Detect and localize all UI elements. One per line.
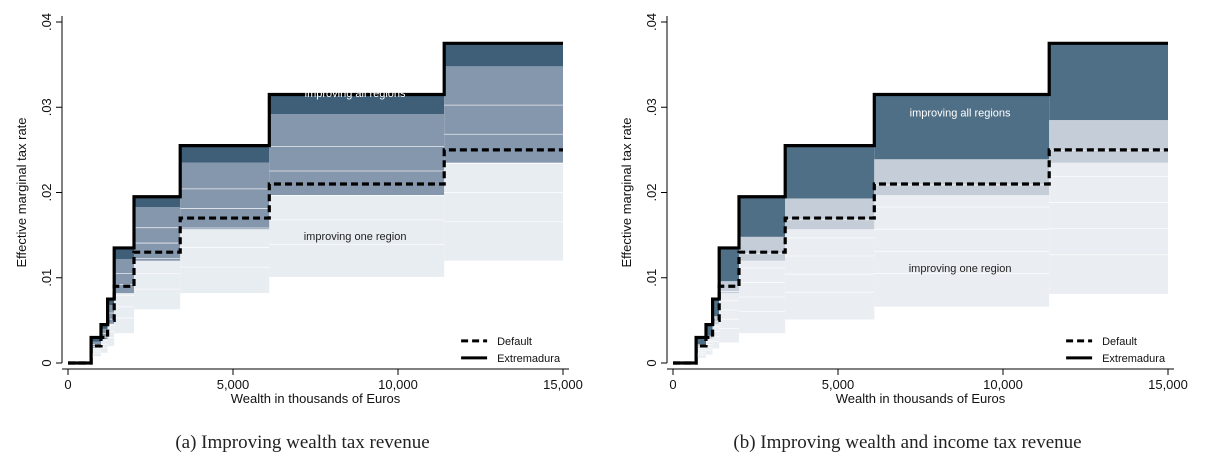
band-light-3 xyxy=(107,323,115,346)
band-light-4 xyxy=(114,293,134,334)
series-default xyxy=(68,148,563,365)
panel-a: 0 .01 .02 .03 .04 0 5,000 10,000 15,000 Wealth in… xyxy=(14,13,583,453)
band-light-7 xyxy=(874,195,1050,307)
x-tick-label-3: 15,000 xyxy=(543,377,583,392)
band-mid-8 xyxy=(444,66,563,163)
band-dark-4 xyxy=(719,247,739,282)
y-tick-label-4: .04 xyxy=(644,13,659,31)
caption-b: (b) Improving wealth and income tax reve… xyxy=(733,432,1082,453)
chart-a: 0 .01 .02 .03 .04 0 5,000 10,000 15,000 Wealth in… xyxy=(14,13,583,406)
band-mid-2 xyxy=(101,328,108,340)
band-light-2 xyxy=(101,339,108,353)
y-tick-label-0: 0 xyxy=(39,359,54,366)
band-dark-6 xyxy=(785,145,875,199)
y-tick-label-0: 0 xyxy=(644,359,659,366)
band-dark-7 xyxy=(269,94,445,115)
band-mid-6 xyxy=(785,198,875,230)
y-tick-label-3: .03 xyxy=(644,98,659,116)
y-tick-label-2: .02 xyxy=(39,183,54,201)
x-axis-title: Wealth in thousands of Euros xyxy=(836,391,1006,406)
band-light-8 xyxy=(444,162,563,261)
band-mid-4 xyxy=(114,258,134,294)
band-dark-7 xyxy=(874,94,1050,160)
band-dark-3 xyxy=(712,299,720,317)
band-dark-6 xyxy=(180,145,270,163)
band-light-5 xyxy=(134,260,181,310)
x-tick-label-1: 5,000 xyxy=(217,377,250,392)
y-tick-label-1: .01 xyxy=(644,269,659,287)
y-tick-label-4: .04 xyxy=(39,13,54,31)
caption-a: (a) Improving wealth tax revenue xyxy=(175,432,430,453)
band-dark-3 xyxy=(107,299,115,306)
x-tick-label-3: 15,000 xyxy=(1148,377,1188,392)
y-tick-label-2: .02 xyxy=(644,183,659,201)
band-dark-1 xyxy=(696,337,706,345)
legend-label-default: Default xyxy=(1102,336,1137,348)
y-axis-title: Effective marginal tax rate xyxy=(619,117,634,267)
series-default xyxy=(673,148,1168,365)
band-dark-5 xyxy=(134,196,181,207)
x-tick-label-2: 10,000 xyxy=(378,377,418,392)
band-dark-8 xyxy=(1049,43,1168,121)
x-axis-title: Wealth in thousands of Euros xyxy=(231,391,401,406)
series-extremadura xyxy=(68,41,563,365)
x-tick-label-1: 5,000 xyxy=(822,377,855,392)
legend-label-extremadura: Extremadura xyxy=(497,353,561,365)
legend-label-default: Default xyxy=(497,336,532,348)
chart-b: 0 .01 .02 .03 .04 0 5,000 10,000 15,000 Wealth in… xyxy=(619,13,1188,406)
annotation-0: improving all regions xyxy=(910,108,1011,120)
band-dark-8 xyxy=(444,43,563,67)
annotation-0: improving all regions xyxy=(305,88,406,100)
band-dark-2 xyxy=(101,324,108,329)
x-tick-label-0: 0 xyxy=(669,377,676,392)
band-dark-4 xyxy=(114,247,134,259)
shaded-regions xyxy=(673,43,1168,364)
band-light-4 xyxy=(719,293,739,343)
band-mid-7 xyxy=(874,159,1050,196)
band-light-6 xyxy=(180,229,270,294)
band-mid-8 xyxy=(1049,120,1168,163)
band-dark-1 xyxy=(91,337,101,342)
band-light-2 xyxy=(706,339,713,355)
panel-b: 0 .01 .02 .03 .04 0 5,000 10,000 15,000 Wealth in… xyxy=(605,0,1210,472)
x-tick-label-2: 10,000 xyxy=(983,377,1023,392)
band-dark-2 xyxy=(706,324,713,336)
y-tick-label-1: .01 xyxy=(39,269,54,287)
band-mid-5 xyxy=(739,236,786,261)
x-tick-label-0: 0 xyxy=(64,377,71,392)
annotation-1: improving one region xyxy=(909,263,1012,275)
y-axis-title: Effective marginal tax rate xyxy=(14,117,29,267)
band-dark-5 xyxy=(739,196,786,237)
annotation-1: improving one region xyxy=(304,231,407,243)
band-mid-7 xyxy=(269,114,445,196)
series-extremadura xyxy=(673,41,1168,365)
y-tick-label-3: .03 xyxy=(39,98,54,116)
band-mid-3 xyxy=(712,316,720,324)
shaded-regions xyxy=(68,43,563,364)
band-light-1 xyxy=(91,347,101,357)
band-light-7 xyxy=(269,195,445,277)
legend-label-extremadura: Extremadura xyxy=(1102,353,1166,365)
band-mid-3 xyxy=(107,305,115,324)
